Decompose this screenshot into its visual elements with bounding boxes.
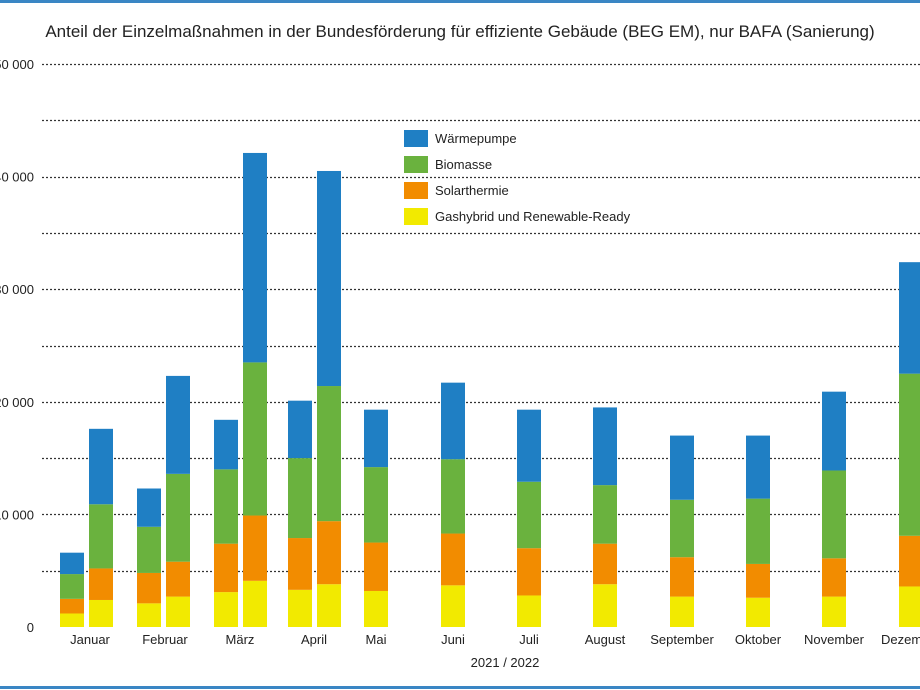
bar-segment	[89, 599, 113, 627]
bar-segment	[243, 515, 267, 581]
bar-segment	[243, 580, 267, 627]
bar-segment	[593, 407, 617, 486]
bar-segment	[670, 596, 694, 627]
y-tick-label: 20 000	[0, 395, 34, 410]
bar-segment	[166, 561, 190, 597]
x-tick-label: Februar	[142, 632, 188, 647]
bar-segment	[214, 543, 238, 593]
bar-segment	[89, 504, 113, 569]
bar-segment	[441, 459, 465, 534]
x-tick-label: Dezember	[881, 632, 920, 647]
bar-segment	[822, 391, 846, 471]
legend-swatch	[404, 208, 428, 225]
bar-segment	[137, 572, 161, 604]
bar-segment	[593, 543, 617, 585]
x-tick-label: Juli	[519, 632, 539, 647]
bar-segment	[899, 535, 920, 587]
bar-segment	[670, 435, 694, 500]
legend-label: Wärmepumpe	[435, 131, 517, 146]
bar-segment	[60, 598, 84, 614]
bar-segment	[317, 170, 341, 387]
legend-swatch	[404, 182, 428, 199]
bar-segment	[746, 435, 770, 499]
x-tick-label: November	[804, 632, 865, 647]
bar-segment	[288, 538, 312, 590]
bar-segment	[899, 262, 920, 374]
bar-segment	[746, 498, 770, 564]
bar-segment	[593, 485, 617, 544]
y-tick-label: 40 000	[0, 170, 34, 185]
bar-segment	[89, 428, 113, 505]
bar-segment	[593, 584, 617, 627]
bar-segment	[364, 409, 388, 468]
bar-segment	[899, 586, 920, 627]
bar-segment	[60, 552, 84, 575]
y-tick-label: 0	[27, 620, 34, 635]
bar-segment	[137, 526, 161, 573]
legend-label: Biomasse	[435, 157, 492, 172]
bottom-frame-line	[0, 686, 920, 689]
bar-segment	[137, 603, 161, 627]
bar-segment	[822, 558, 846, 597]
bar-segment	[364, 467, 388, 543]
x-axis-label: 2021 / 2022	[471, 655, 540, 670]
y-tick-label: 50 000	[0, 57, 34, 72]
bar-segment	[288, 589, 312, 627]
bar-segment	[517, 548, 541, 596]
bar-segment	[899, 373, 920, 536]
bar-segment	[517, 595, 541, 627]
x-tick-label: Oktober	[735, 632, 782, 647]
bar-segment	[317, 584, 341, 627]
bar-segment	[214, 419, 238, 470]
bar-segment	[288, 400, 312, 459]
x-tick-label: April	[301, 632, 327, 647]
legend-swatch	[404, 130, 428, 147]
bar-segment	[137, 488, 161, 527]
bar-segment	[517, 481, 541, 549]
x-tick-label: August	[585, 632, 626, 647]
bar-segment	[166, 596, 190, 627]
bar-segment	[822, 596, 846, 627]
bar-segment	[670, 499, 694, 558]
bar-segment	[670, 557, 694, 597]
bar-segment	[166, 375, 190, 474]
bar-segment	[243, 152, 267, 363]
legend-swatch	[404, 156, 428, 173]
bar-segment	[214, 469, 238, 544]
legend-label: Gashybrid und Renewable-Ready	[435, 209, 631, 224]
chart-title: Anteil der Einzelmaßnahmen in der Bundes…	[45, 22, 875, 41]
y-tick-label: 10 000	[0, 507, 34, 522]
bar-segment	[317, 386, 341, 522]
bar-segment	[60, 574, 84, 599]
bar-segment	[441, 533, 465, 586]
y-tick-label: 30 000	[0, 282, 34, 297]
bar-segment	[243, 362, 267, 516]
bar-segment	[364, 590, 388, 627]
x-tick-label: Juni	[441, 632, 465, 647]
bar-segment	[364, 542, 388, 591]
bar-segment	[214, 592, 238, 627]
bar-segment	[746, 597, 770, 627]
x-tick-label: März	[226, 632, 255, 647]
bar-segment	[317, 521, 341, 585]
x-tick-label: September	[650, 632, 714, 647]
bar-segment	[60, 613, 84, 627]
bar-segment	[166, 473, 190, 562]
bar-segment	[822, 470, 846, 559]
bar-segment	[288, 458, 312, 539]
x-tick-label: Januar	[70, 632, 110, 647]
bar-segment	[746, 563, 770, 598]
bar-segment	[89, 568, 113, 600]
top-frame-line	[0, 0, 920, 3]
bar-segment	[441, 585, 465, 627]
legend-label: Solarthermie	[435, 183, 509, 198]
x-tick-label: Mai	[366, 632, 387, 647]
bar-segment	[441, 382, 465, 460]
bar-segment	[517, 409, 541, 482]
